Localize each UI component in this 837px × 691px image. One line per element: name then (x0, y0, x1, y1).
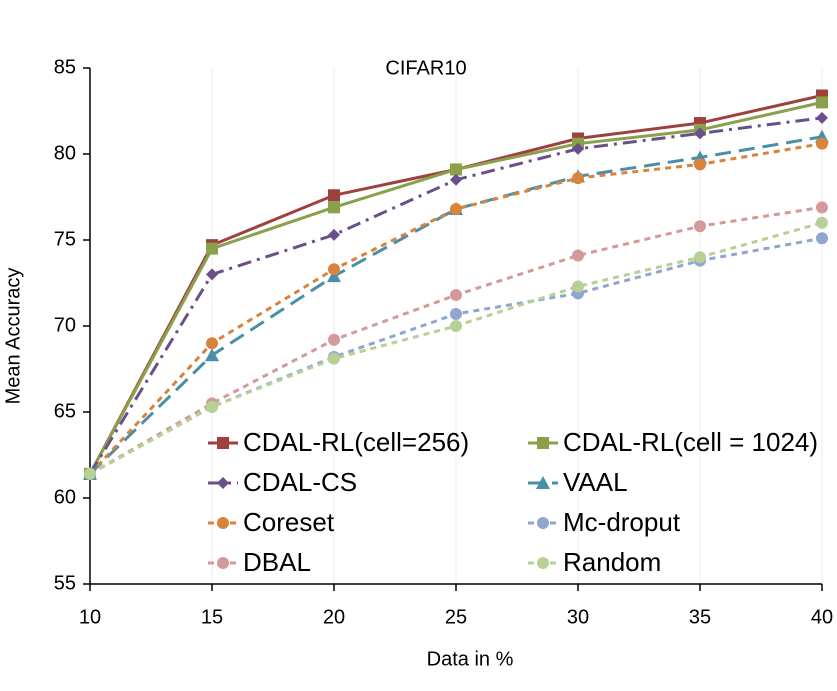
legend-marker (217, 437, 229, 449)
y-tick-label: 60 (54, 486, 76, 508)
data-point (205, 348, 219, 362)
data-point (572, 249, 584, 262)
x-tick-label: 15 (201, 606, 223, 628)
y-tick-label: 80 (54, 142, 76, 164)
data-point (206, 337, 218, 350)
data-point (450, 289, 462, 302)
data-point (206, 242, 218, 255)
y-axis-label: Mean Accuracy (2, 268, 24, 405)
data-point (450, 320, 462, 332)
data-point (572, 280, 584, 293)
data-point (816, 137, 828, 150)
x-tick-label: 10 (79, 606, 101, 628)
y-tick-label: 70 (54, 314, 76, 336)
data-point (328, 228, 340, 241)
legend-marker (537, 557, 549, 569)
y-tick-label: 75 (54, 228, 76, 250)
x-tick-label: 30 (567, 606, 589, 628)
data-point (816, 232, 828, 245)
data-point (450, 173, 462, 186)
x-axis-label: Data in % (427, 648, 514, 670)
data-point (328, 333, 340, 346)
data-point (572, 172, 584, 185)
data-point (816, 201, 828, 214)
x-tick-label: 25 (445, 606, 467, 628)
data-point (206, 400, 218, 413)
data-point (450, 203, 462, 216)
legend-label: CDAL-RL(cell=256) (243, 427, 469, 457)
x-tick-label: 20 (323, 606, 345, 628)
x-tick-label: 40 (811, 606, 833, 628)
legend-label: Coreset (243, 507, 335, 537)
legend-label: CDAL-CS (243, 467, 357, 497)
chart-title: CIFAR10 (385, 57, 466, 79)
data-point (327, 269, 341, 283)
data-point (328, 189, 340, 202)
data-point (450, 163, 462, 176)
x-tick-label: 35 (689, 606, 711, 628)
legend-marker (537, 437, 549, 449)
legend-label: DBAL (243, 547, 311, 577)
data-point (816, 111, 828, 124)
data-point (84, 467, 96, 480)
legend-marker (217, 517, 229, 529)
legend-marker (217, 557, 229, 569)
data-point (694, 158, 706, 171)
data-point (694, 127, 706, 140)
data-point (206, 268, 218, 281)
legend-label: Mc-droput (563, 507, 681, 537)
legend-label: Random (563, 547, 661, 577)
data-point (816, 96, 828, 109)
legend-marker (217, 477, 229, 489)
legend-marker (536, 476, 550, 489)
data-point (694, 220, 706, 233)
data-point (816, 216, 828, 229)
data-point (328, 352, 340, 365)
data-point (450, 307, 462, 320)
y-tick-label: 65 (54, 400, 76, 422)
legend-marker (537, 517, 549, 529)
data-point (572, 142, 584, 155)
legend-label: CDAL-RL(cell = 1024) (563, 427, 818, 457)
y-tick-label: 85 (54, 56, 76, 78)
y-tick-label: 55 (54, 572, 76, 594)
data-point (328, 263, 340, 276)
data-point (694, 251, 706, 264)
data-point (328, 201, 340, 214)
legend-label: VAAL (563, 467, 628, 497)
